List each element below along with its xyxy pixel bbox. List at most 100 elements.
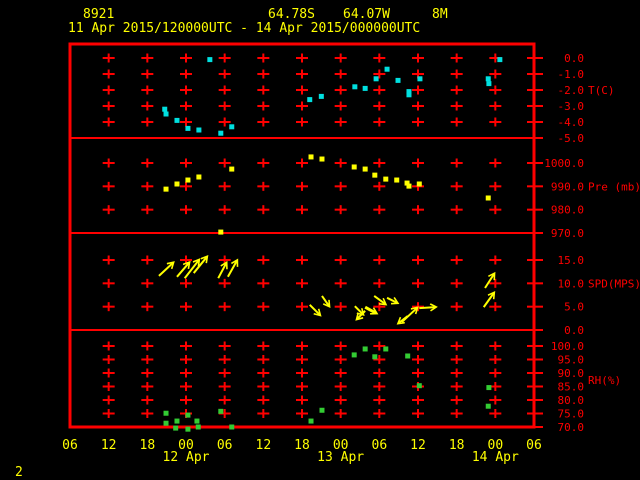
temperature-point (417, 76, 423, 82)
axis-tick-label: 75.0 (558, 408, 585, 421)
humidity-point (486, 385, 492, 391)
pressure-point (406, 183, 412, 189)
wind-arrow (217, 263, 226, 279)
wind-arrow (419, 307, 435, 308)
temperature-point (174, 117, 180, 123)
humidity-point (405, 353, 411, 359)
wind-arrow (482, 293, 494, 308)
temperature-point (384, 66, 390, 72)
hour-label: 18 (449, 438, 465, 453)
axis-tick-label: 970.0 (551, 227, 584, 240)
axis-tick-label: 70.0 (558, 421, 585, 434)
humidity-point (372, 354, 378, 360)
wind-arrow (484, 274, 494, 289)
humidity-point (485, 403, 491, 409)
humidity-point (229, 424, 235, 430)
humidity-point (163, 420, 169, 426)
pressure-point (383, 176, 389, 182)
wind-arrow (399, 315, 409, 323)
axis-tick-label: -1.0 (558, 68, 585, 81)
temperature-point (485, 76, 491, 82)
pressure-point (404, 180, 410, 186)
temperature-point (362, 85, 368, 91)
hour-label: 06 (372, 438, 388, 453)
humidity-point (185, 426, 191, 432)
humidity-point (308, 418, 314, 424)
panel-unit-label-wind-speed: SPD(MPS) (588, 277, 640, 290)
wind-arrow (176, 263, 189, 278)
pressure-point (185, 177, 191, 183)
pressure-point (308, 154, 314, 160)
pressure-point (196, 174, 202, 180)
hour-label: 18 (294, 438, 310, 453)
hour-label: 06 (62, 438, 78, 453)
temperature-point (163, 111, 169, 117)
temperature-point (207, 57, 213, 63)
wind-arrow (386, 296, 397, 303)
wind-arrow (373, 295, 385, 304)
axis-tick-label: 90.0 (558, 367, 585, 380)
station-id: 8921 (83, 7, 115, 22)
humidity-point (163, 410, 169, 416)
humidity-point (173, 425, 179, 431)
humidity-point (351, 352, 357, 358)
temperature-point (406, 92, 412, 98)
page-number: 2 (15, 465, 23, 480)
axis-tick-label: -2.0 (558, 84, 585, 97)
axis-tick-label: 95.0 (558, 354, 585, 367)
axis-tick-label: 980.0 (551, 204, 584, 217)
axis-tick-label: -4.0 (558, 116, 585, 129)
hour-label: 12 (410, 438, 426, 453)
temperature-point (497, 57, 503, 63)
time-range-label: 11 Apr 2015/120000UTC - 14 Apr 2015/0000… (68, 21, 421, 36)
station-elevation: 8M (432, 7, 448, 22)
plot-border (68, 42, 536, 429)
panel-unit-label-temperature: T(C) (588, 84, 615, 97)
humidity-point (195, 424, 201, 430)
panel-unit-label-pressure: Pre (mb) (588, 180, 640, 193)
station-latitude: 64.78S (268, 7, 315, 22)
temperature-point (185, 125, 191, 131)
temperature-point (307, 97, 313, 103)
humidity-point (319, 407, 325, 413)
temperature-point (196, 127, 202, 133)
pressure-point (416, 181, 422, 187)
temperature-point (352, 84, 358, 90)
humidity-point (194, 418, 200, 424)
hour-label: 06 (526, 438, 542, 453)
temperature-point (395, 77, 401, 83)
axis-tick-label: 0.0 (564, 52, 584, 65)
hour-label: 12 (256, 438, 272, 453)
axis-tick-label: -3.0 (558, 100, 585, 113)
axis-tick-label: 10.0 (558, 277, 585, 290)
hour-label: 12 (101, 438, 117, 453)
temperature-point (162, 106, 168, 112)
hour-label: 00 (333, 438, 349, 453)
pressure-point (351, 164, 357, 170)
date-label: 13 Apr (317, 450, 364, 465)
axis-tick-label: 0.0 (564, 324, 584, 337)
wind-arrow (364, 305, 376, 313)
humidity-point (174, 418, 180, 424)
hour-label: 18 (140, 438, 156, 453)
hour-label: 06 (217, 438, 233, 453)
wind-arrow (321, 295, 329, 306)
station-longitude: 64.07W (343, 7, 390, 22)
wind-arrow (227, 261, 237, 278)
temperature-point (318, 93, 324, 99)
axis-tick-label: 15.0 (558, 254, 585, 267)
wind-arrow (183, 260, 199, 279)
wind-arrow (192, 257, 207, 274)
pressure-point (163, 186, 169, 192)
axis-tick-label: 100.0 (551, 340, 584, 353)
axis-tick-label: 5.0 (564, 301, 584, 314)
wind-arrow (158, 263, 173, 277)
date-label: 14 Apr (472, 450, 519, 465)
pressure-point (174, 181, 180, 187)
humidity-point (416, 383, 422, 389)
humidity-point (185, 412, 191, 418)
pressure-point (218, 229, 224, 235)
pressure-point (319, 156, 325, 162)
wind-arrow (309, 304, 320, 315)
